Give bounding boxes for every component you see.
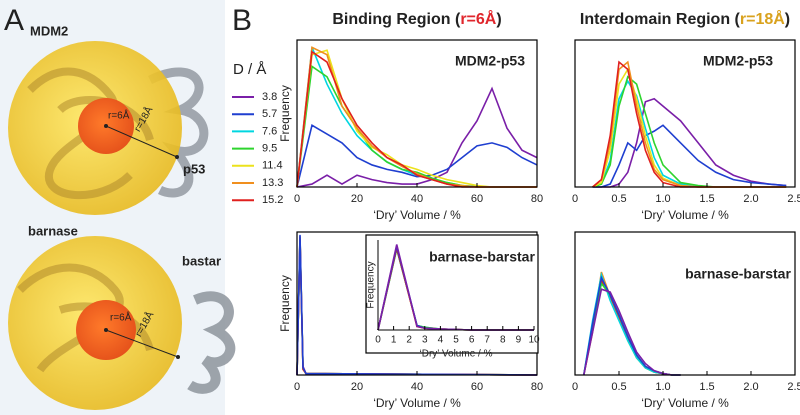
x-axis-label: ‘Dry’ Volume / % <box>641 396 729 410</box>
series-line <box>592 67 787 188</box>
x-tick-label: 4 <box>438 335 444 346</box>
x-tick-label: 2 <box>406 335 412 346</box>
series-line <box>592 124 787 188</box>
x-axis-label: ‘Dry’ Volume / % <box>373 208 461 222</box>
mdm2-structure <box>8 41 209 215</box>
legend-label: 7.6 <box>262 125 277 137</box>
x-tick-label: 0.5 <box>611 193 626 205</box>
x-tick-label: 1.0 <box>655 381 670 393</box>
x-tick-label: 0 <box>572 193 578 205</box>
chart-title: MDM2-p53 <box>455 53 525 69</box>
series-line <box>296 124 538 188</box>
series-line <box>592 97 787 188</box>
x-tick-label: 6 <box>469 335 475 346</box>
x-tick-label: 2.0 <box>743 381 758 393</box>
series-line <box>583 275 681 376</box>
x-tick-label: 0 <box>375 335 381 346</box>
x-tick-label: 5 <box>453 335 459 346</box>
panel-label: A <box>4 4 24 37</box>
y-axis-label: Frequency <box>278 275 292 332</box>
protein-label: p53 <box>183 161 205 176</box>
x-tick-label: 8 <box>500 335 506 346</box>
x-tick-label: 2.0 <box>743 193 758 205</box>
x-tick-label: 10 <box>528 335 540 346</box>
legend-label: 13.3 <box>262 177 283 189</box>
x-tick-label: 7 <box>484 335 490 346</box>
x-tick-label: 2.5 <box>787 193 800 205</box>
x-tick-label: 0 <box>294 381 300 393</box>
x-tick-label: 40 <box>411 381 423 393</box>
x-tick-label: 60 <box>471 381 483 393</box>
plot-frame <box>574 39 796 188</box>
legend-label: 3.8 <box>262 91 277 103</box>
x-tick-label: 1 <box>391 335 397 346</box>
legend-label: 9.5 <box>262 143 277 155</box>
protein-label: barnase <box>28 223 78 238</box>
y-axis-label: Frequency <box>366 261 377 308</box>
y-axis-label: Frequency <box>278 85 292 142</box>
x-axis-label: ‘Dry’ Volume / % <box>641 208 729 222</box>
chart-title: barnase-barstar <box>429 249 535 265</box>
protein-label: bastar <box>182 253 221 268</box>
legend-label: 5.7 <box>262 108 277 120</box>
x-tick-label: 60 <box>471 193 483 205</box>
legend-label: 11.4 <box>262 160 283 172</box>
x-tick-label: 20 <box>351 381 363 393</box>
x-tick-label: 20 <box>351 193 363 205</box>
column-title: Interdomain Region (r=18Å) <box>580 9 790 28</box>
plot-frame <box>574 231 796 376</box>
x-tick-label: 0 <box>294 193 300 205</box>
x-tick-label: 80 <box>531 381 543 393</box>
x-tick-label: 0 <box>572 381 578 393</box>
column-title: Binding Region (r=6Å) <box>332 9 501 28</box>
legend-title: D / Å <box>233 61 266 78</box>
x-tick-label: 2.5 <box>787 381 800 393</box>
chart-title: MDM2-p53 <box>703 53 773 69</box>
x-tick-label: 0.5 <box>611 381 626 393</box>
series-line <box>296 234 538 376</box>
series-line <box>296 49 537 188</box>
x-tick-label: 40 <box>411 193 423 205</box>
barnase-structure <box>8 236 236 410</box>
series-line <box>583 288 681 376</box>
protein-label: MDM2 <box>30 23 68 38</box>
panel-label: B <box>232 4 252 37</box>
x-axis-label: ‘Dry’ Volume / % <box>373 396 461 410</box>
x-tick-label: 1.5 <box>699 381 714 393</box>
radius-label: r=6Å <box>110 311 132 324</box>
chart-title: barnase-barstar <box>685 266 791 282</box>
legend-label: 15.2 <box>262 194 283 206</box>
x-tick-label: 80 <box>531 193 543 205</box>
x-tick-label: 1.0 <box>655 193 670 205</box>
x-tick-label: 1.5 <box>699 193 714 205</box>
x-axis-label: ‘Dry’ Volume / % <box>420 349 493 360</box>
x-tick-label: 3 <box>422 335 428 346</box>
x-tick-label: 9 <box>516 335 522 346</box>
radius-label: r=6Å <box>108 109 130 122</box>
